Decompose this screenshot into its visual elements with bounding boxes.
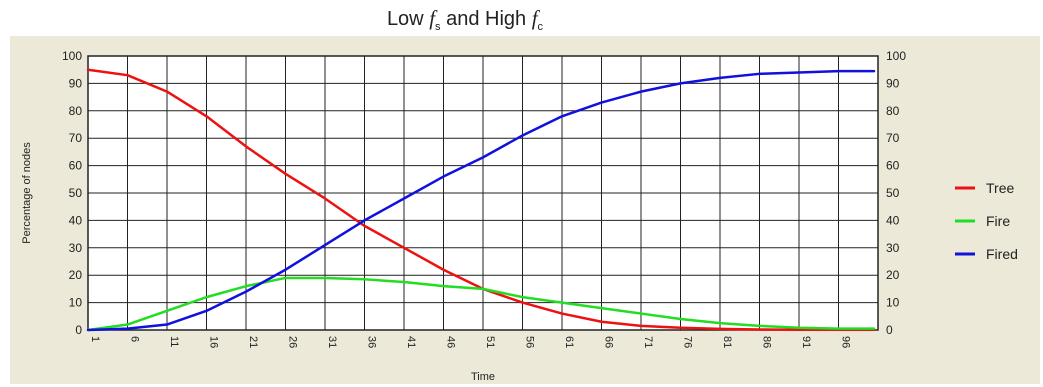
grid-lines <box>88 55 878 331</box>
series-lines <box>86 68 876 332</box>
x-tick-label: 71 <box>642 336 654 348</box>
x-axis-title: Time <box>471 371 495 383</box>
y-axis-title: Percentage of nodes <box>21 142 33 244</box>
legend-label-tree: Tree <box>986 180 1014 196</box>
y-tick-label-left: 80 <box>69 104 83 118</box>
x-tick-label: 66 <box>603 336 615 348</box>
y-tick-label-left: 60 <box>69 159 83 173</box>
y-tick-label-left: 40 <box>69 213 83 227</box>
y-tick-label-left: 20 <box>69 268 83 282</box>
y-tick-label-left: 0 <box>75 323 82 337</box>
y-tick-label-right: 20 <box>886 268 900 282</box>
x-tick-label: 56 <box>524 336 536 348</box>
x-tick-label: 21 <box>247 336 259 348</box>
series-line-fire <box>86 276 876 332</box>
title-f1: f <box>429 6 436 30</box>
y-tick-label-right: 70 <box>886 131 900 145</box>
title-f2: f <box>531 6 538 30</box>
x-tick-label: 6 <box>129 336 141 342</box>
x-tick-label: 26 <box>287 336 299 348</box>
x-tick-label: 31 <box>326 336 338 348</box>
x-tick-label: 86 <box>761 336 773 348</box>
x-tick-label: 76 <box>682 336 694 348</box>
x-tick-label: 36 <box>366 336 378 348</box>
legend-label-fire: Fire <box>986 213 1010 229</box>
y-tick-label-left: 100 <box>62 49 82 63</box>
chart-title: Low fs and High fc <box>0 6 930 33</box>
y-tick-label-right: 30 <box>886 241 900 255</box>
y-tick-label-left: 10 <box>69 296 83 310</box>
y-tick-label-right: 10 <box>886 296 900 310</box>
y-tick-label-left: 50 <box>69 186 83 200</box>
y-tick-label-right: 90 <box>886 76 900 90</box>
y-tick-label-right: 0 <box>886 323 893 337</box>
title-prefix: Low <box>386 8 430 30</box>
y-tick-label-right: 100 <box>886 49 906 63</box>
x-tick-label: 96 <box>840 336 852 348</box>
x-tick-label: 81 <box>721 336 733 348</box>
legend-label-fired: Fired <box>986 246 1018 262</box>
x-axis-labels: 1 6 11 16 21 26 31 36 41 46 51 56 61 66 71 76 81 86 91 96 <box>89 336 852 348</box>
y-tick-label-left: 90 <box>69 76 83 90</box>
x-tick-label: 46 <box>445 336 457 348</box>
x-tick-label: 51 <box>484 336 496 348</box>
series-line-fired <box>86 69 876 332</box>
x-tick-label: 91 <box>800 336 812 348</box>
title-f2-sub: c <box>537 21 544 33</box>
x-tick-label: 41 <box>405 336 417 348</box>
title-f1-sub: s <box>435 21 441 33</box>
x-tick-label: 11 <box>168 336 180 347</box>
y-tick-label-right: 50 <box>886 186 900 200</box>
y-tick-label-right: 80 <box>886 104 900 118</box>
y-tick-label-left: 70 <box>69 131 83 145</box>
y-tick-label-right: 60 <box>886 159 900 173</box>
y-axis-left-labels: 0 10 20 30 40 50 60 70 80 90 100 <box>62 49 82 337</box>
x-tick-label: 1 <box>89 336 101 342</box>
y-tick-label-left: 30 <box>69 241 83 255</box>
title-middle: and High <box>440 8 532 30</box>
y-tick-label-right: 40 <box>886 213 900 227</box>
x-tick-label: 16 <box>208 336 220 348</box>
y-axis-right-labels: 0 10 20 30 40 50 60 70 80 90 100 <box>886 49 906 337</box>
x-tick-label: 61 <box>563 336 575 348</box>
legend: Tree Fire Fired <box>955 180 1018 262</box>
